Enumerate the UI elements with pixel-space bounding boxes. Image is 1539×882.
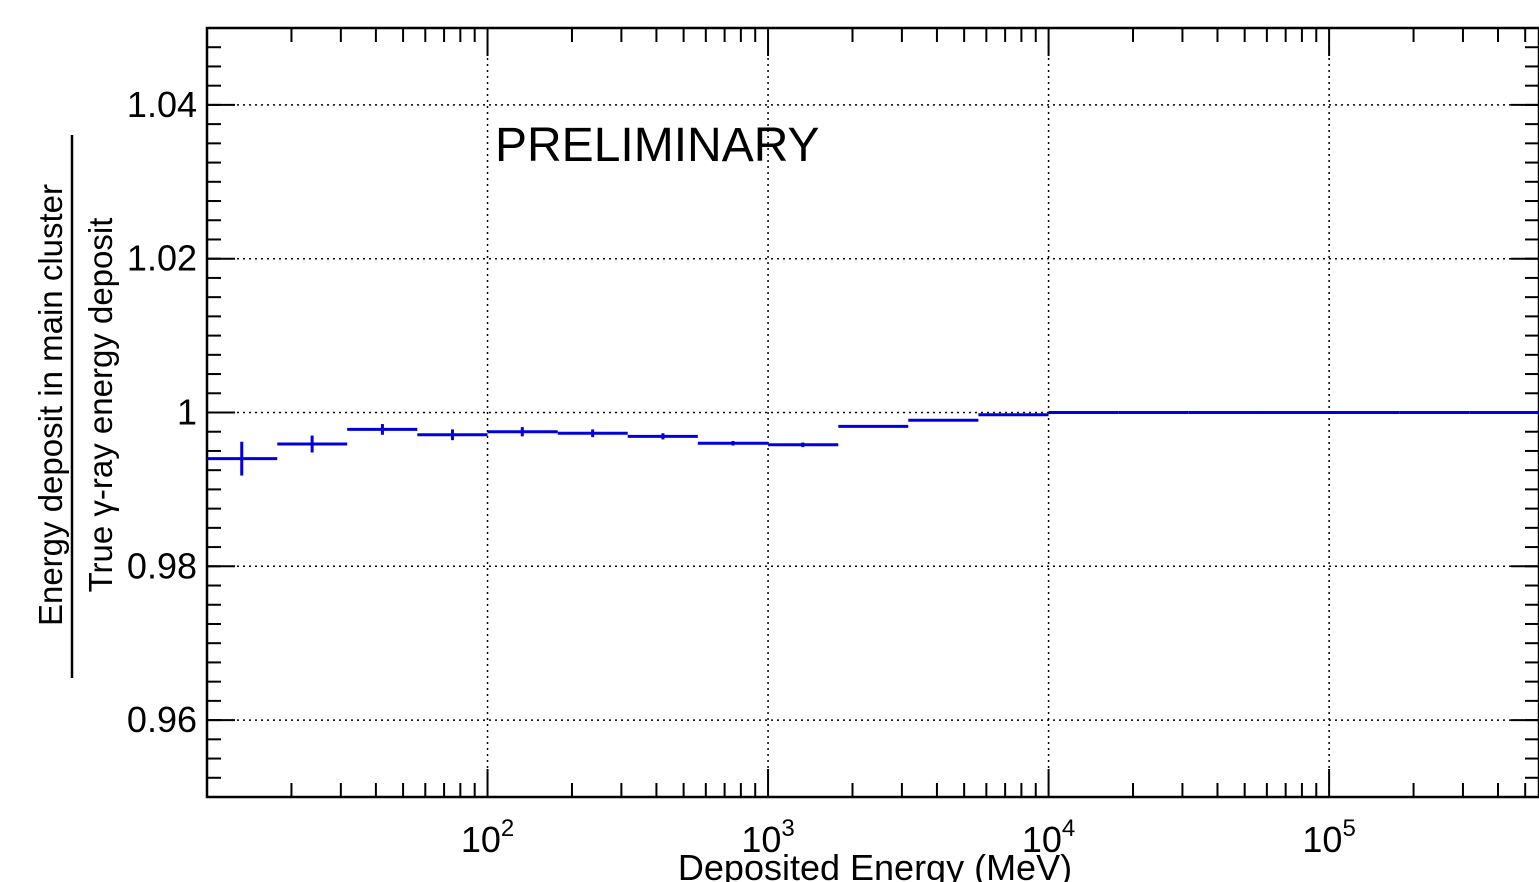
data-point: [1118, 411, 1189, 414]
y-tick-label: 1.02: [127, 238, 197, 279]
data-point: [277, 435, 348, 453]
data-point: [347, 424, 418, 435]
x-tick-labels: 102 103 104 105: [461, 815, 1356, 860]
y-axis-title-numerator: Energy deposit in main cluster: [32, 184, 69, 626]
x-tick-label: 104: [1022, 815, 1075, 860]
data-point: [627, 433, 698, 440]
y-tick-label: 0.96: [127, 699, 197, 740]
data-point: [487, 427, 558, 437]
data-point: [1258, 411, 1330, 414]
data-point: [417, 429, 488, 441]
data-point: [1469, 411, 1539, 414]
data-point: [557, 429, 628, 438]
minor-ticks: [207, 27, 1539, 798]
data-point: [1399, 411, 1470, 414]
data-point: [207, 441, 278, 476]
plot-frame: [205, 26, 1539, 799]
data-point: [1329, 411, 1400, 414]
y-tick-labels: 0.96 0.98 1 1.02 1.04: [127, 84, 197, 740]
y-axis-title: Energy deposit in main cluster True γ-ra…: [32, 135, 119, 678]
major-ticks: [207, 28, 1539, 797]
x-tick-label: 102: [461, 815, 514, 860]
y-axis-title-denominator: True γ-ray energy deposit: [82, 218, 119, 593]
data-point: [768, 442, 839, 448]
data-series: [207, 411, 1539, 476]
x-tick-label: 105: [1302, 815, 1355, 860]
preliminary-annotation: PRELIMINARY: [495, 119, 820, 172]
y-tick-label: 0.98: [127, 545, 197, 586]
data-point: [978, 413, 1049, 417]
x-axis-title: Deposited Energy (MeV): [678, 847, 1072, 882]
y-tick-label: 1.04: [127, 84, 197, 125]
data-point: [908, 418, 979, 422]
data-point: [1048, 411, 1119, 414]
data-point: [838, 424, 909, 428]
y-tick-label: 1: [177, 392, 197, 433]
x-tick-label: 103: [741, 815, 794, 860]
data-point: [1188, 411, 1259, 414]
data-point: [697, 440, 769, 446]
